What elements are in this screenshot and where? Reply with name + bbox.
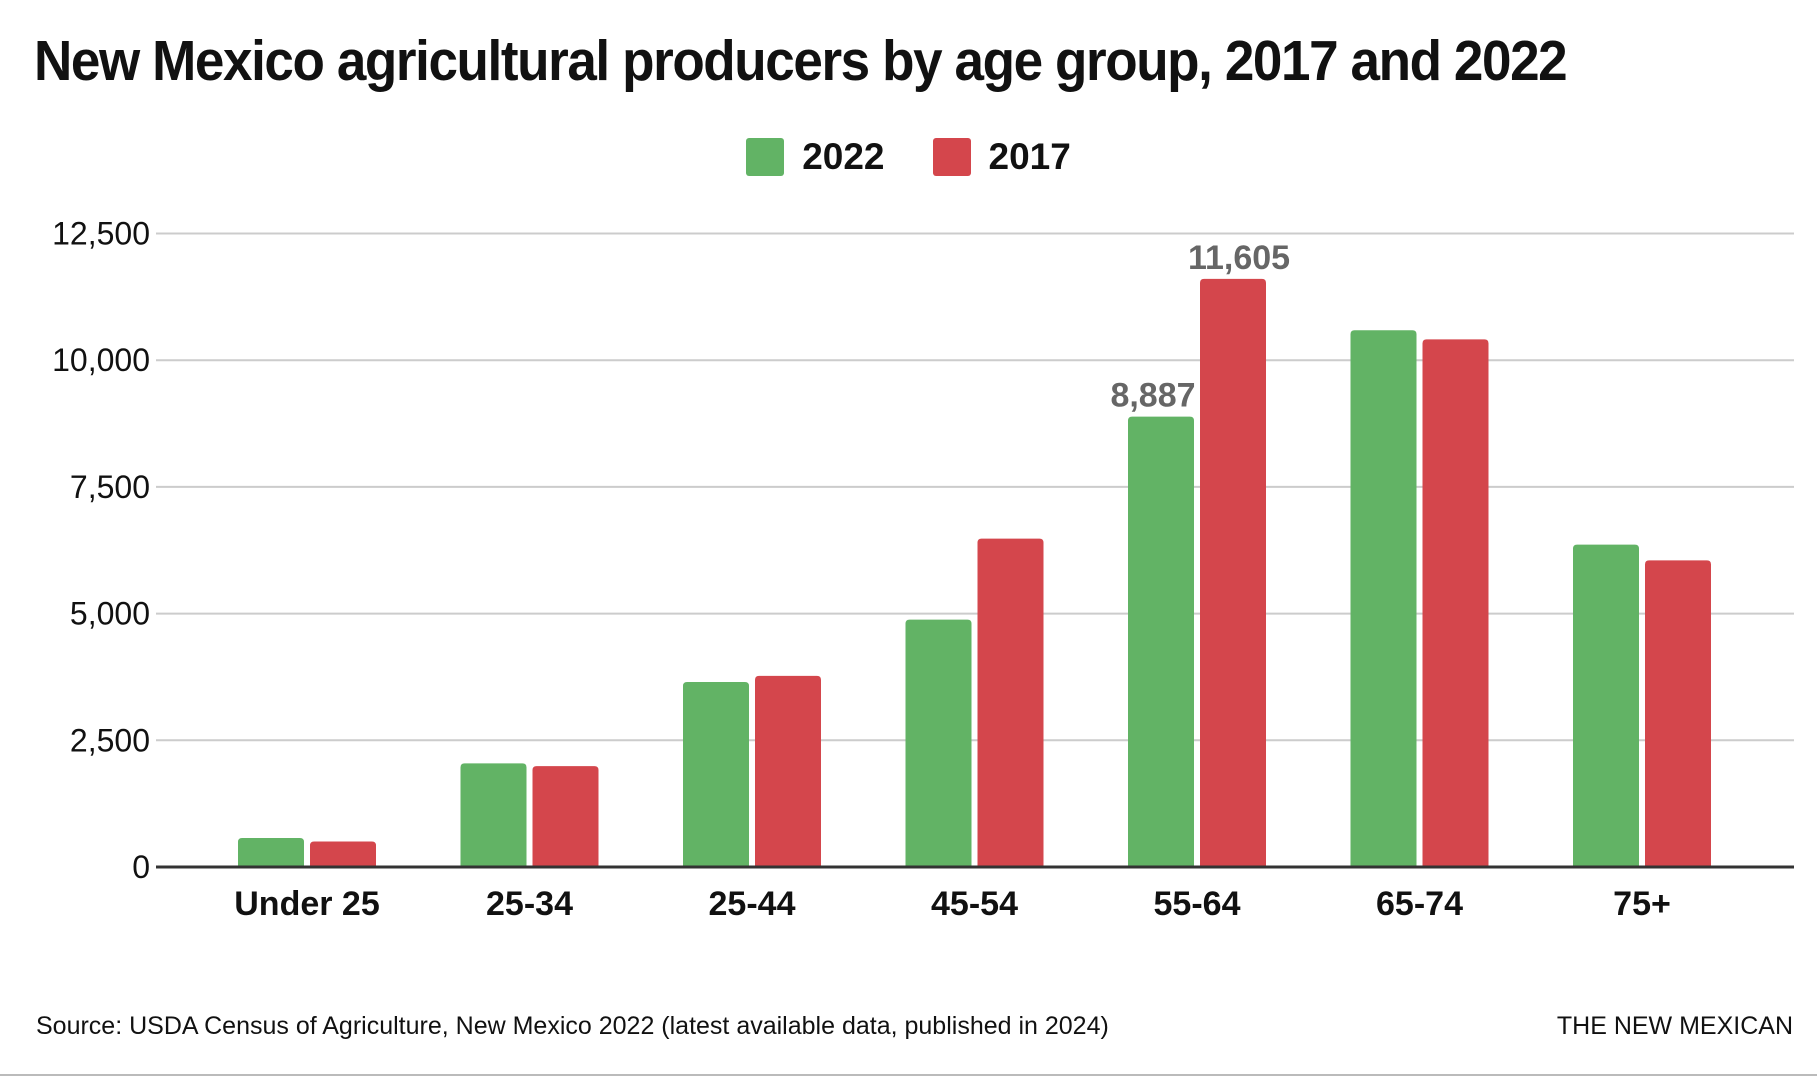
legend: 2022 2017 (0, 136, 1817, 178)
bar-2022-Under 25 (238, 838, 304, 867)
legend-label: 2022 (802, 136, 885, 177)
y-tick-label: 12,500 (52, 216, 150, 252)
bar-2017-75+ (1645, 560, 1711, 867)
bar-2022-65-74 (1350, 330, 1417, 867)
bar-2022-75+ (1573, 544, 1639, 867)
bar-2022-25-34 (460, 763, 527, 867)
source-note: Source: USDA Census of Agriculture, New … (36, 1012, 1109, 1040)
x-tick-label: 65-74 (1376, 885, 1463, 923)
x-tick-label: 55-64 (1154, 885, 1241, 923)
y-tick-label: 10,000 (52, 342, 150, 378)
x-tick-label: Under 25 (234, 885, 380, 923)
bar-2017-25-44 (755, 675, 821, 867)
chart-title: New Mexico agricultural producers by age… (34, 29, 1568, 93)
bar-chart: 0 2,500 5,000 7,500 10,000 12,500 Under 25 25-3… (52, 216, 1794, 923)
legend-swatch-2022 (746, 138, 785, 176)
bar-2017-25-34 (532, 766, 599, 867)
legend-item-2022: 2022 (746, 136, 885, 178)
y-tick-label: 0 (132, 849, 150, 885)
bar-2017-65-74 (1422, 339, 1489, 867)
publisher-brand: THE NEW MEXICAN (1556, 1012, 1793, 1040)
data-label: 11,605 (1188, 239, 1290, 277)
legend-label: 2017 (988, 136, 1071, 177)
legend-item-2017: 2017 (932, 136, 1071, 178)
x-tick-label: 75+ (1613, 885, 1671, 923)
x-tick-label: 45-54 (931, 885, 1018, 923)
bar-2017-45-54 (977, 538, 1044, 867)
bar-2017-Under 25 (310, 841, 376, 867)
y-tick-label: 5,000 (70, 596, 150, 632)
bar-2022-55-64 (1128, 416, 1194, 867)
legend-swatch-2017 (932, 138, 971, 176)
y-tick-label: 2,500 (70, 722, 150, 758)
x-tick-label: 25-34 (486, 885, 573, 923)
bar-2017-55-64 (1200, 278, 1266, 867)
bar-2022-25-44 (683, 682, 749, 867)
x-tick-label: 25-44 (709, 885, 796, 923)
data-label: 8,887 (1110, 377, 1195, 415)
y-tick-label: 7,500 (70, 469, 150, 505)
bar-2022-45-54 (905, 619, 972, 867)
divider (0, 1074, 1817, 1076)
